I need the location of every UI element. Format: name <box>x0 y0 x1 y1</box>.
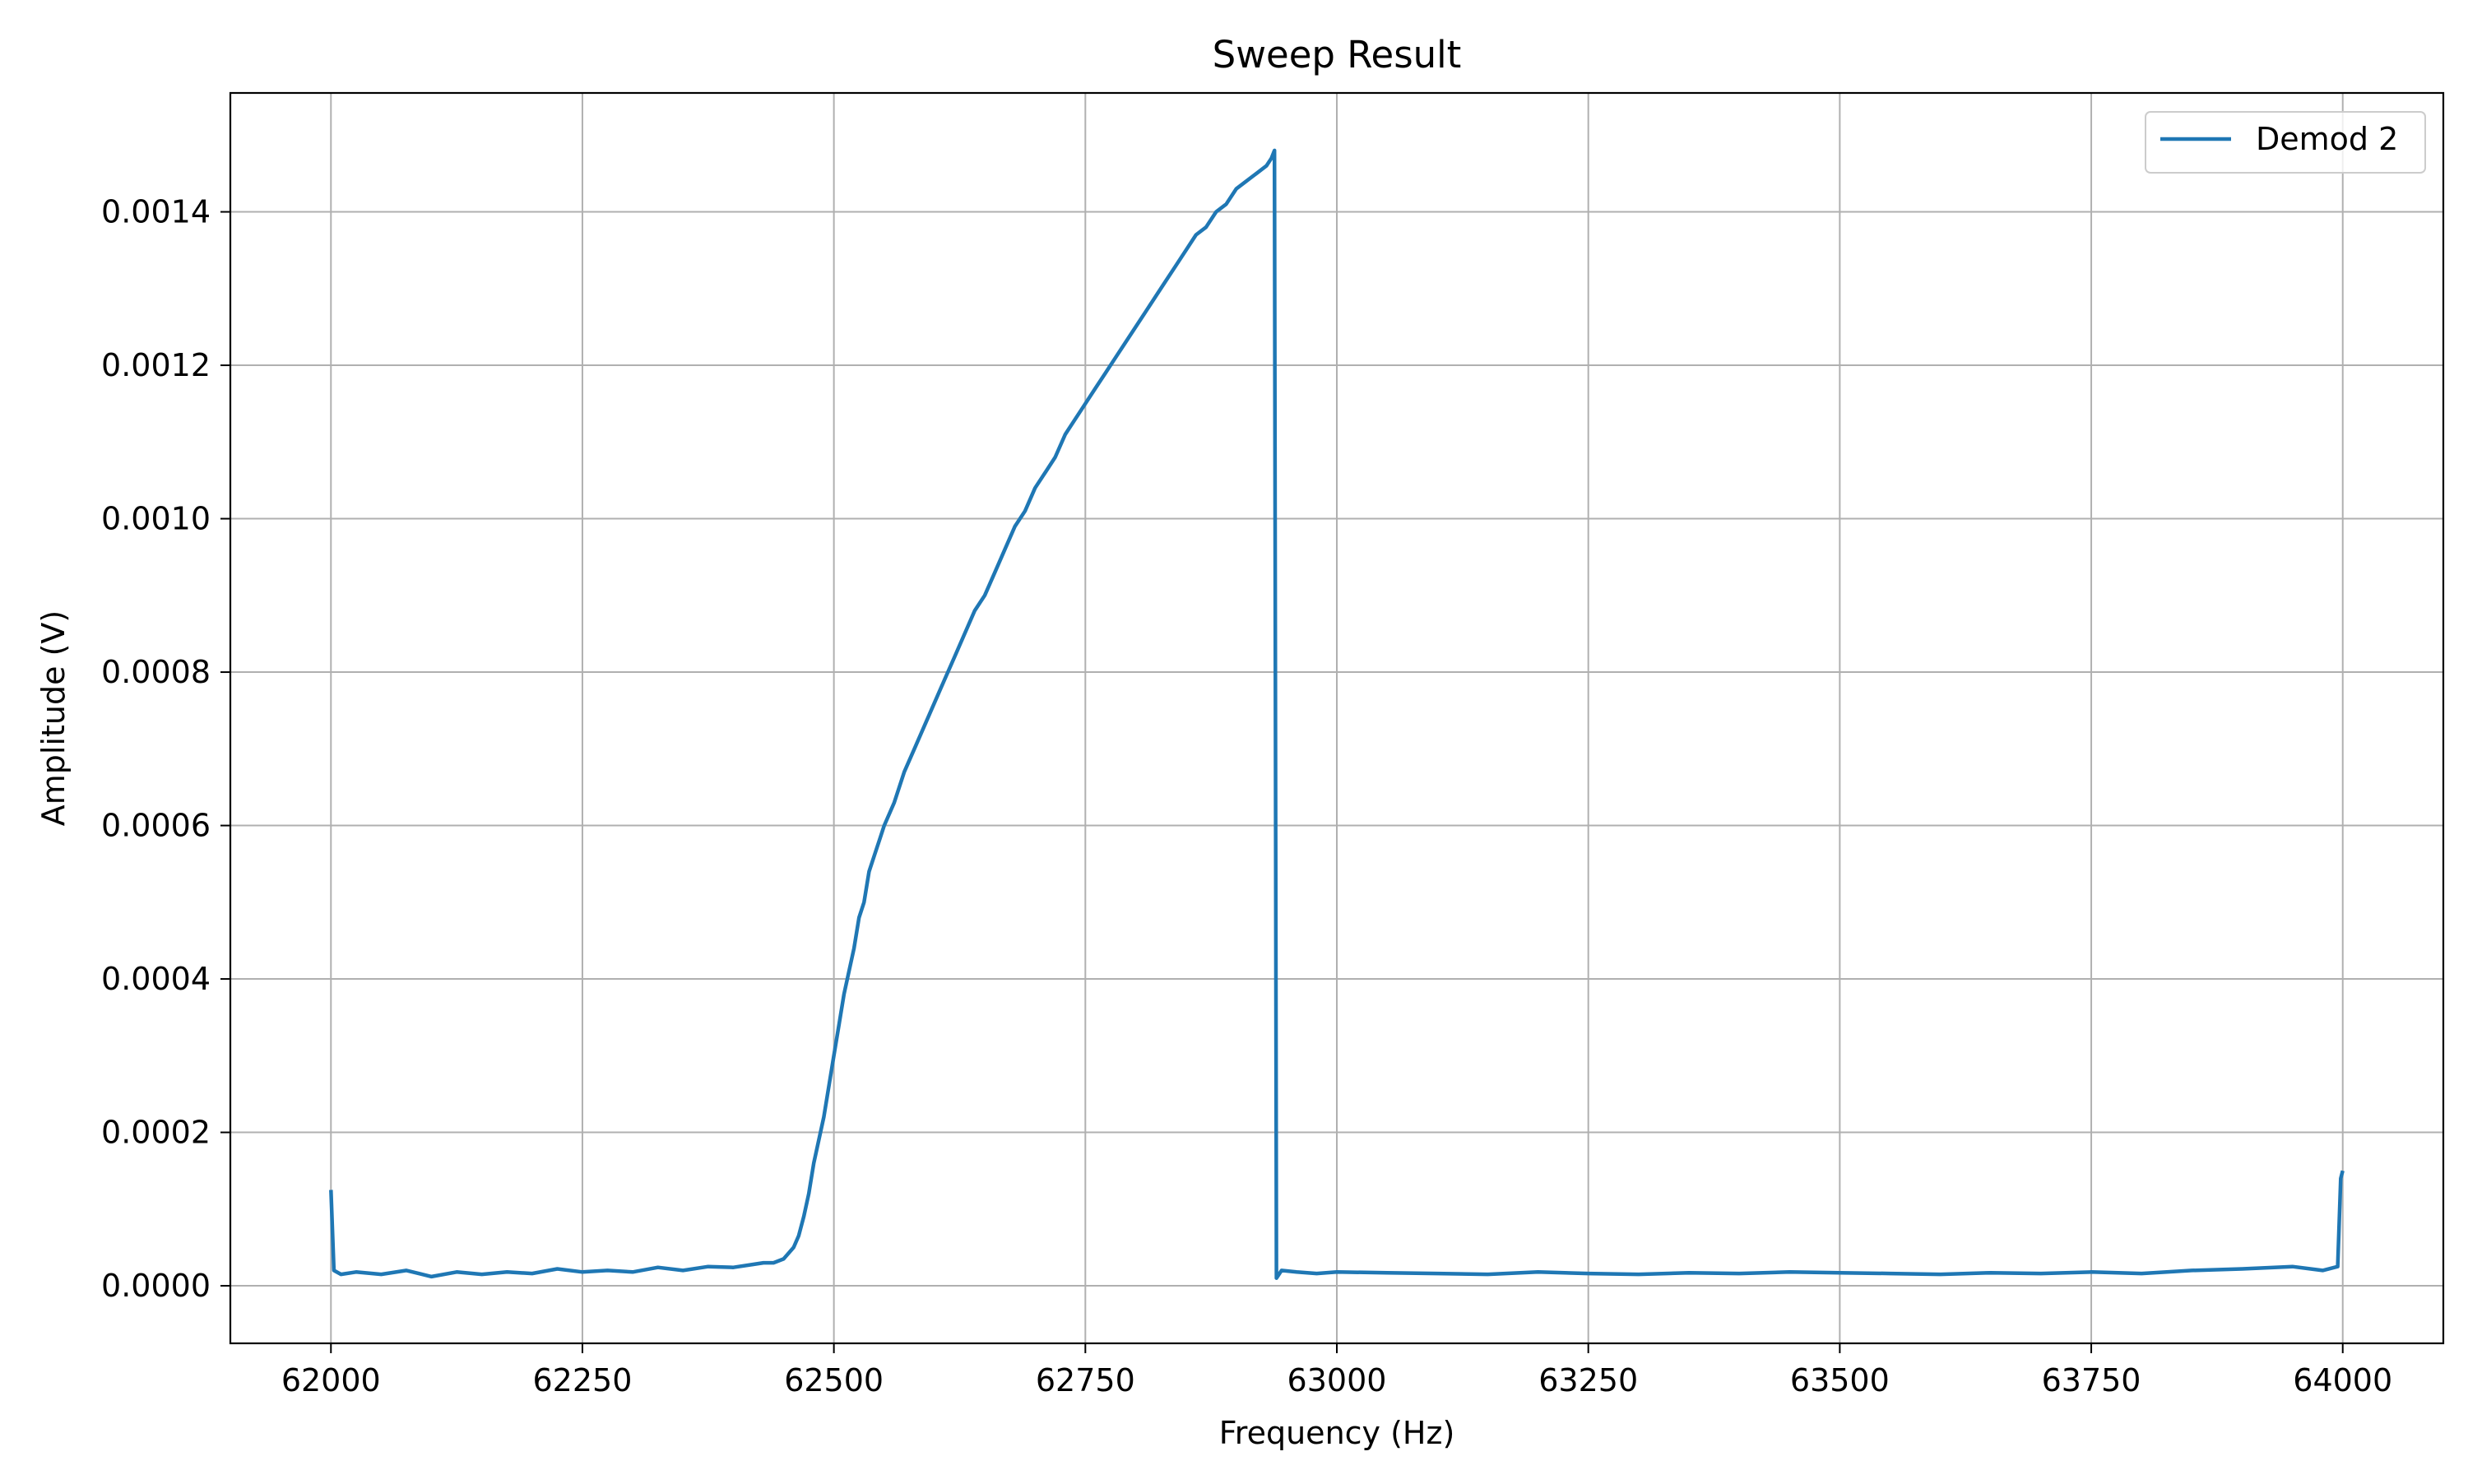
x-axis-label: Frequency (Hz) <box>1219 1415 1455 1451</box>
y-tick-label: 0.0014 <box>101 194 211 230</box>
y-tick-label: 0.0010 <box>101 501 211 537</box>
x-tick-label: 62250 <box>533 1362 633 1398</box>
x-tick-label: 62750 <box>1036 1362 1135 1398</box>
y-axis-label: Amplitude (V) <box>35 610 72 826</box>
y-tick-label: 0.0000 <box>101 1268 211 1304</box>
y-tick-label: 0.0006 <box>101 808 211 844</box>
y-tick-label: 0.0004 <box>101 961 211 997</box>
y-tick-label: 0.0008 <box>101 654 211 690</box>
y-tick-label: 0.0012 <box>101 347 211 383</box>
x-tick-label: 63250 <box>1538 1362 1638 1398</box>
series-layer <box>329 148 2345 1280</box>
legend: Demod 2 <box>2145 111 2426 174</box>
x-tick-label: 63500 <box>1790 1362 1890 1398</box>
x-tick-label: 63750 <box>2042 1362 2141 1398</box>
x-tick-label: 62500 <box>784 1362 884 1398</box>
x-tick-label: 63000 <box>1287 1362 1387 1398</box>
chart-title: Sweep Result <box>1213 33 1462 77</box>
grid <box>230 93 2443 1343</box>
legend-box <box>2145 111 2426 174</box>
y-axis-ticks: 0.0000 0.0002 0.0004 0.0006 0.0008 0.0010 0.00… <box>101 194 230 1304</box>
y-tick-label: 0.0002 <box>101 1115 211 1151</box>
x-axis-ticks: 62000 62250 62500 62750 63000 63250 63500 63750… <box>281 1343 2392 1398</box>
series-line-demod-2 <box>329 148 2345 1280</box>
x-tick-label: 64000 <box>2293 1362 2392 1398</box>
legend-label-demod-2: Demod 2 <box>2256 121 2398 157</box>
x-tick-label: 62000 <box>281 1362 381 1398</box>
